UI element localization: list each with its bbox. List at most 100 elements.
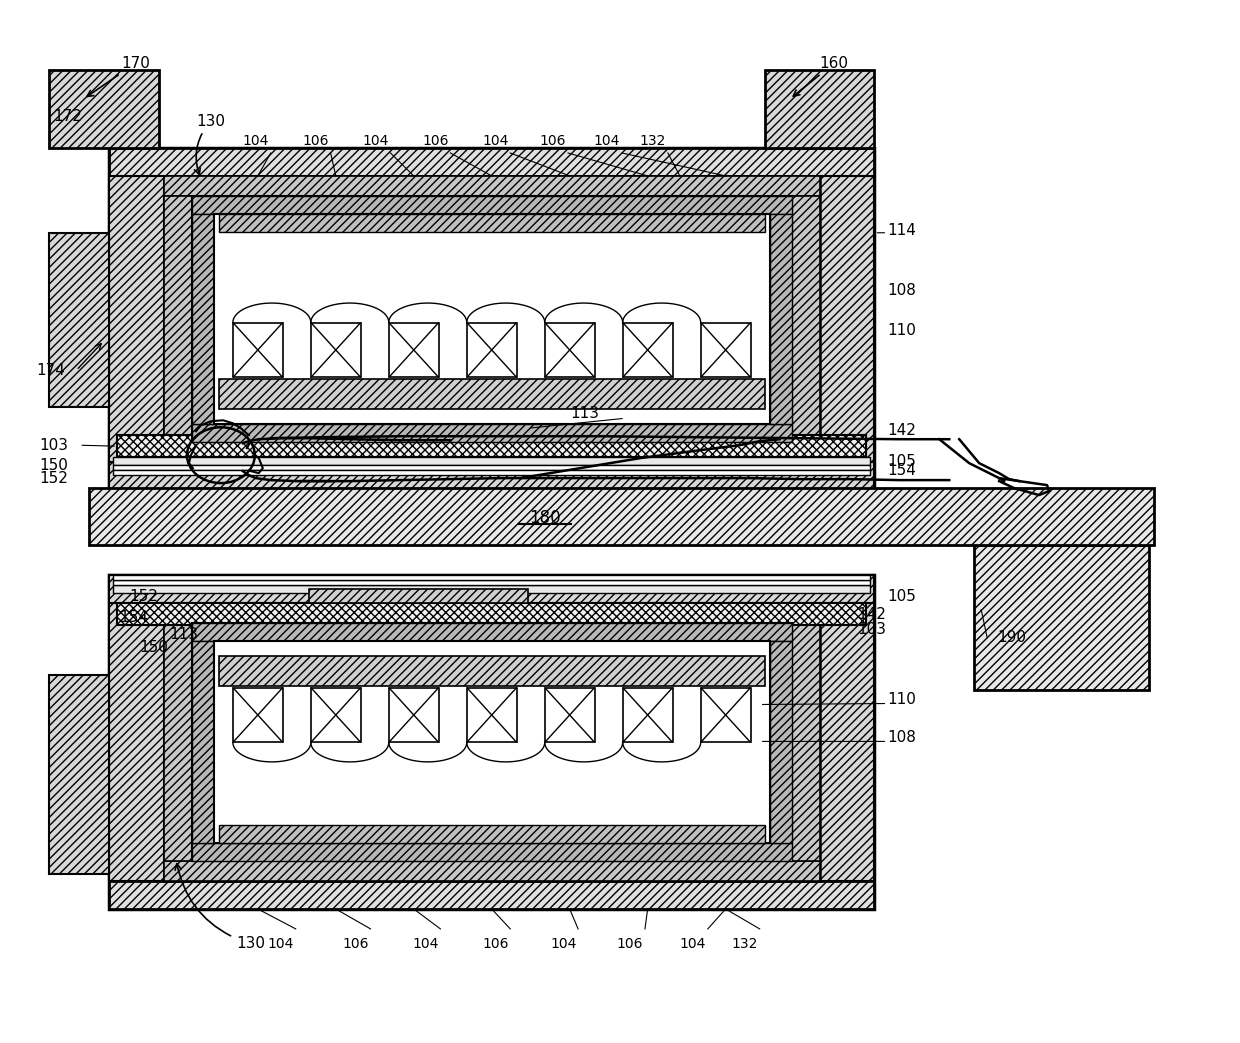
Text: 114: 114 xyxy=(888,223,916,238)
Bar xyxy=(113,470,870,476)
Text: 104: 104 xyxy=(551,937,577,951)
Bar xyxy=(219,380,765,409)
Bar xyxy=(164,862,820,881)
Bar xyxy=(215,214,770,425)
Bar xyxy=(219,825,765,843)
Text: 106: 106 xyxy=(482,937,508,951)
Text: 172: 172 xyxy=(53,108,82,123)
Bar xyxy=(113,585,870,592)
Text: 152: 152 xyxy=(129,589,157,604)
Bar xyxy=(113,465,870,470)
Text: 106: 106 xyxy=(422,134,449,148)
Text: 150: 150 xyxy=(139,640,167,655)
Bar xyxy=(50,70,159,148)
Bar xyxy=(113,580,870,585)
Text: 108: 108 xyxy=(888,730,916,745)
Text: 113: 113 xyxy=(169,627,198,642)
Bar xyxy=(770,214,791,425)
Bar xyxy=(117,435,867,457)
Text: 106: 106 xyxy=(539,134,567,148)
Bar xyxy=(109,462,874,490)
Bar xyxy=(389,687,439,743)
Bar xyxy=(164,442,820,462)
Bar xyxy=(701,322,750,378)
Text: 154: 154 xyxy=(119,610,148,625)
Text: 130: 130 xyxy=(175,864,265,951)
Text: 106: 106 xyxy=(303,134,329,148)
Text: 110: 110 xyxy=(888,692,916,707)
Bar xyxy=(164,603,820,623)
Text: 152: 152 xyxy=(40,470,68,486)
Bar xyxy=(544,687,595,743)
Text: 180: 180 xyxy=(529,509,560,527)
Bar xyxy=(820,176,874,490)
Bar xyxy=(192,214,215,425)
Text: 104: 104 xyxy=(594,134,620,148)
Bar xyxy=(50,233,109,408)
Text: 190: 190 xyxy=(997,630,1027,646)
Text: 110: 110 xyxy=(888,323,916,338)
Text: 104: 104 xyxy=(362,134,388,148)
Text: 108: 108 xyxy=(888,283,916,298)
Bar xyxy=(50,675,109,874)
Text: 104: 104 xyxy=(482,134,508,148)
Text: 160: 160 xyxy=(794,55,848,96)
Bar xyxy=(164,176,820,196)
Text: 132: 132 xyxy=(732,937,758,951)
Text: 174: 174 xyxy=(36,363,66,378)
Bar xyxy=(791,196,820,442)
Bar xyxy=(192,640,215,843)
Text: 130: 130 xyxy=(195,114,224,174)
Text: 103: 103 xyxy=(40,438,68,453)
Text: 106: 106 xyxy=(616,937,644,951)
Text: 104: 104 xyxy=(268,937,294,951)
Bar xyxy=(192,623,791,862)
Text: 103: 103 xyxy=(858,623,887,637)
Text: 113: 113 xyxy=(570,406,599,420)
Bar xyxy=(113,457,870,465)
Bar xyxy=(109,575,164,881)
Bar xyxy=(89,488,1153,544)
Text: 105: 105 xyxy=(888,454,916,468)
Bar xyxy=(622,687,672,743)
Bar xyxy=(311,322,361,378)
Text: 170: 170 xyxy=(87,55,150,97)
Bar xyxy=(109,881,874,908)
Text: 104: 104 xyxy=(680,937,706,951)
Bar xyxy=(109,148,874,176)
Bar xyxy=(770,640,791,843)
Bar xyxy=(544,322,595,378)
Bar xyxy=(164,623,192,862)
Bar xyxy=(192,196,791,214)
Text: 142: 142 xyxy=(858,607,887,623)
Bar xyxy=(164,196,192,442)
Bar xyxy=(192,843,791,862)
Bar xyxy=(164,603,820,881)
Bar xyxy=(192,425,791,442)
Bar xyxy=(109,148,874,490)
Bar xyxy=(164,176,820,462)
Bar xyxy=(117,603,867,625)
Bar xyxy=(192,196,791,442)
Bar xyxy=(622,322,672,378)
Bar xyxy=(219,656,765,685)
Bar xyxy=(219,214,765,232)
Bar xyxy=(466,322,517,378)
Bar xyxy=(820,575,874,881)
Bar xyxy=(192,623,791,640)
Bar xyxy=(233,687,283,743)
Bar xyxy=(233,322,283,378)
Bar xyxy=(765,70,874,148)
Bar xyxy=(113,575,870,580)
Bar xyxy=(701,687,750,743)
Bar xyxy=(975,544,1148,689)
Bar xyxy=(309,589,528,603)
Text: 132: 132 xyxy=(640,134,666,148)
Bar xyxy=(109,176,164,490)
Text: 154: 154 xyxy=(888,463,916,478)
Text: 106: 106 xyxy=(342,937,368,951)
Bar xyxy=(311,687,361,743)
Text: 150: 150 xyxy=(40,458,68,472)
Text: 142: 142 xyxy=(888,422,916,438)
Bar xyxy=(791,623,820,862)
